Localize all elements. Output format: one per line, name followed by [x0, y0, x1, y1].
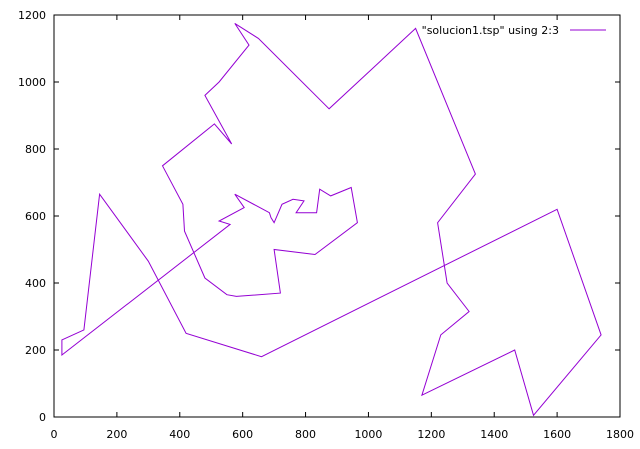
y-tick-label: 1200	[18, 9, 46, 22]
series-layer	[61, 22, 602, 417]
x-tick-label: 800	[295, 428, 316, 441]
x-tick-label: 200	[106, 428, 127, 441]
y-tick-label: 200	[25, 344, 46, 357]
legend-label: "solucion1.tsp" using 2:3	[422, 24, 559, 37]
y-tick-label: 600	[25, 210, 46, 223]
x-tick-label: 1800	[606, 428, 634, 441]
legend: "solucion1.tsp" using 2:3	[422, 24, 606, 37]
x-tick-label: 1600	[543, 428, 571, 441]
y-tick-label: 0	[39, 411, 46, 424]
x-tick-label: 1400	[480, 428, 508, 441]
x-tick-label: 600	[232, 428, 253, 441]
y-tick-label: 400	[25, 277, 46, 290]
y-axis-ticks: 0 200 400 600 800 1000 1200	[18, 9, 620, 424]
series-line	[61, 22, 602, 417]
y-tick-label: 1000	[18, 76, 46, 89]
x-tick-label: 1000	[354, 428, 382, 441]
x-tick-label: 400	[169, 428, 190, 441]
x-tick-label: 0	[51, 428, 58, 441]
x-axis-ticks: 0 200 400 600 800 1000 1200 1400 1600 1800	[51, 15, 634, 441]
y-tick-label: 800	[25, 143, 46, 156]
x-tick-label: 1200	[417, 428, 445, 441]
plot-frame	[53, 14, 621, 418]
